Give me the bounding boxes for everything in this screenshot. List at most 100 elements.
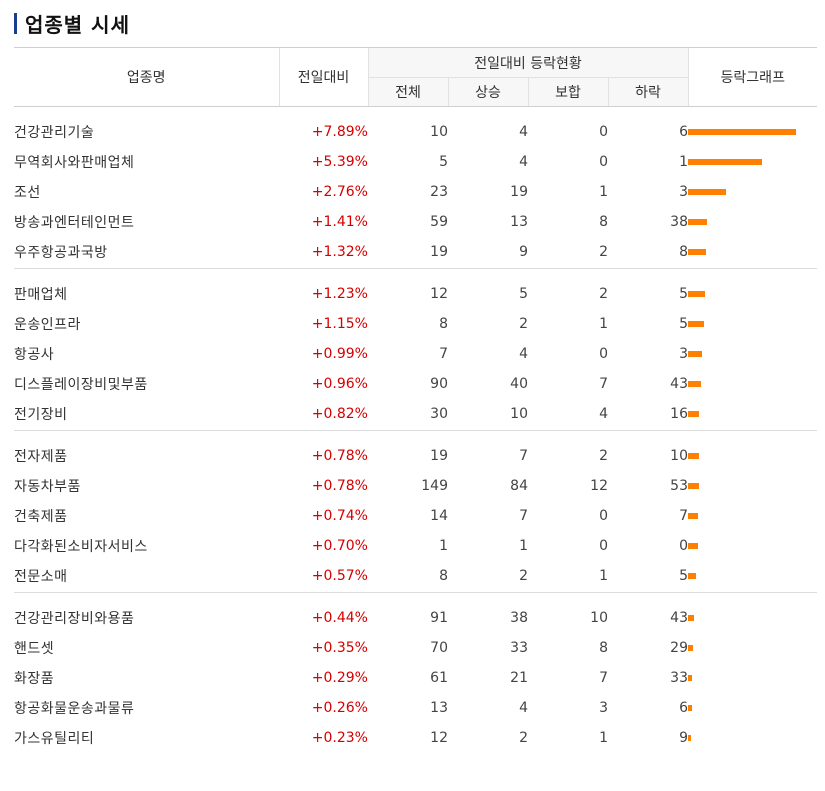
count-down: 9 bbox=[679, 730, 688, 746]
sector-name-link[interactable]: 핸드셋 bbox=[14, 641, 55, 657]
header-up[interactable]: 상승 bbox=[447, 77, 528, 107]
table-row[interactable]: 건강관리장비와용품 +0.44% 91 38 10 43 bbox=[14, 603, 817, 633]
table-row[interactable]: 가스유틸리티 +0.23% 12 2 1 9 bbox=[14, 723, 817, 753]
change-rate: +0.57% bbox=[311, 568, 368, 584]
count-down: 8 bbox=[679, 244, 688, 260]
sector-name-link[interactable]: 자동차부품 bbox=[14, 479, 81, 495]
count-down: 5 bbox=[679, 568, 688, 584]
count-total: 70 bbox=[430, 640, 448, 656]
change-bar bbox=[688, 159, 762, 165]
sector-name-link[interactable]: 무역회사와판매업체 bbox=[14, 155, 135, 171]
page-title: 업종별 시세 bbox=[25, 12, 130, 37]
count-total: 1 bbox=[439, 538, 448, 554]
change-graph-cell bbox=[688, 117, 817, 147]
sector-name-link[interactable]: 판매업체 bbox=[14, 287, 68, 303]
sector-name-link[interactable]: 항공사 bbox=[14, 347, 55, 363]
sector-name-link[interactable]: 건강관리장비와용품 bbox=[14, 611, 135, 627]
table-row[interactable]: 전기장비 +0.82% 30 10 4 16 bbox=[14, 399, 817, 429]
section-header: 업종별 시세 bbox=[14, 8, 130, 38]
change-graph-cell bbox=[688, 177, 817, 207]
table-row[interactable]: 전자제품 +0.78% 19 7 2 10 bbox=[14, 441, 817, 471]
count-up: 84 bbox=[510, 478, 528, 494]
table-row[interactable]: 판매업체 +1.23% 12 5 2 5 bbox=[14, 279, 817, 309]
table-row[interactable]: 운송인프라 +1.15% 8 2 1 5 bbox=[14, 309, 817, 339]
count-flat: 0 bbox=[599, 154, 608, 170]
sector-name-link[interactable]: 가스유틸리티 bbox=[14, 731, 95, 747]
count-total: 91 bbox=[430, 610, 448, 626]
sector-name-link[interactable]: 디스플레이장비및부품 bbox=[14, 377, 148, 393]
sector-name-link[interactable]: 항공화물운송과물류 bbox=[14, 701, 135, 717]
sector-name-link[interactable]: 전자제품 bbox=[14, 449, 68, 465]
count-down: 3 bbox=[679, 346, 688, 362]
count-total: 8 bbox=[439, 316, 448, 332]
change-graph-cell bbox=[688, 603, 817, 633]
count-up: 4 bbox=[519, 154, 528, 170]
change-bar bbox=[688, 573, 696, 579]
sector-name-link[interactable]: 방송과엔터테인먼트 bbox=[14, 215, 135, 231]
sector-name-link[interactable]: 다각화된소비자서비스 bbox=[14, 539, 148, 555]
count-total: 5 bbox=[439, 154, 448, 170]
change-rate: +1.32% bbox=[311, 244, 368, 260]
change-graph-cell bbox=[688, 309, 817, 339]
sector-name-link[interactable]: 우주항공과국방 bbox=[14, 245, 108, 261]
table-header: 업종명 전일대비 전일대비 등락현황 등락그래프 전체 상승 보합 하락 bbox=[14, 47, 817, 107]
sector-name-link[interactable]: 건강관리기술 bbox=[14, 125, 95, 141]
count-down: 7 bbox=[679, 508, 688, 524]
table-row[interactable]: 다각화된소비자서비스 +0.70% 1 1 0 0 bbox=[14, 531, 817, 561]
change-graph-cell bbox=[688, 471, 817, 501]
change-rate: +0.29% bbox=[311, 670, 368, 686]
change-rate: +0.96% bbox=[311, 376, 368, 392]
table-row[interactable]: 건축제품 +0.74% 14 7 0 7 bbox=[14, 501, 817, 531]
table-row[interactable]: 자동차부품 +0.78% 149 84 12 53 bbox=[14, 471, 817, 501]
sector-name-link[interactable]: 조선 bbox=[14, 185, 41, 201]
table-row[interactable]: 핸드셋 +0.35% 70 33 8 29 bbox=[14, 633, 817, 663]
change-rate: +0.35% bbox=[311, 640, 368, 656]
count-total: 12 bbox=[430, 730, 448, 746]
header-change[interactable]: 전일대비 bbox=[278, 47, 368, 107]
table-row[interactable]: 전문소매 +0.57% 8 2 1 5 bbox=[14, 561, 817, 591]
change-rate: +0.82% bbox=[311, 406, 368, 422]
table-row[interactable]: 우주항공과국방 +1.32% 19 9 2 8 bbox=[14, 237, 817, 267]
sector-name-link[interactable]: 전문소매 bbox=[14, 569, 68, 585]
change-bar bbox=[688, 645, 693, 651]
count-up: 4 bbox=[519, 124, 528, 140]
sector-name-link[interactable]: 화장품 bbox=[14, 671, 55, 687]
change-graph-cell bbox=[688, 693, 817, 723]
count-down: 43 bbox=[670, 376, 688, 392]
change-rate: +2.76% bbox=[311, 184, 368, 200]
count-up: 5 bbox=[519, 286, 528, 302]
sector-name-link[interactable]: 운송인프라 bbox=[14, 317, 81, 333]
title-accent-bar bbox=[14, 12, 17, 34]
table-row[interactable]: 디스플레이장비및부품 +0.96% 90 40 7 43 bbox=[14, 369, 817, 399]
count-flat: 1 bbox=[599, 730, 608, 746]
table-row[interactable]: 항공화물운송과물류 +0.26% 13 4 3 6 bbox=[14, 693, 817, 723]
count-flat: 10 bbox=[590, 610, 608, 626]
count-total: 59 bbox=[430, 214, 448, 230]
header-total[interactable]: 전체 bbox=[367, 77, 448, 107]
sector-name-link[interactable]: 전기장비 bbox=[14, 407, 68, 423]
table-row[interactable]: 항공사 +0.99% 7 4 0 3 bbox=[14, 339, 817, 369]
change-graph-cell bbox=[688, 561, 817, 591]
change-graph-cell bbox=[688, 237, 817, 267]
table-row[interactable]: 화장품 +0.29% 61 21 7 33 bbox=[14, 663, 817, 693]
table-row[interactable]: 방송과엔터테인먼트 +1.41% 59 13 8 38 bbox=[14, 207, 817, 237]
count-up: 4 bbox=[519, 700, 528, 716]
group-divider bbox=[14, 429, 817, 431]
table-row[interactable]: 조선 +2.76% 23 19 1 3 bbox=[14, 177, 817, 207]
change-bar bbox=[688, 705, 692, 711]
count-total: 90 bbox=[430, 376, 448, 392]
header-sector-name[interactable]: 업종명 bbox=[14, 47, 279, 107]
change-graph-cell bbox=[688, 147, 817, 177]
change-rate: +1.15% bbox=[311, 316, 368, 332]
count-down: 10 bbox=[670, 448, 688, 464]
row-spacer bbox=[14, 269, 817, 280]
row-spacer bbox=[14, 431, 817, 442]
header-down[interactable]: 하락 bbox=[607, 77, 688, 107]
table-row[interactable]: 건강관리기술 +7.89% 10 4 0 6 bbox=[14, 117, 817, 147]
header-status-group: 전일대비 등락현황 bbox=[367, 47, 688, 78]
table-row[interactable]: 무역회사와판매업체 +5.39% 5 4 0 1 bbox=[14, 147, 817, 177]
sector-name-link[interactable]: 건축제품 bbox=[14, 509, 68, 525]
change-graph-cell bbox=[688, 663, 817, 693]
header-flat[interactable]: 보합 bbox=[527, 77, 608, 107]
group-divider bbox=[14, 267, 817, 269]
